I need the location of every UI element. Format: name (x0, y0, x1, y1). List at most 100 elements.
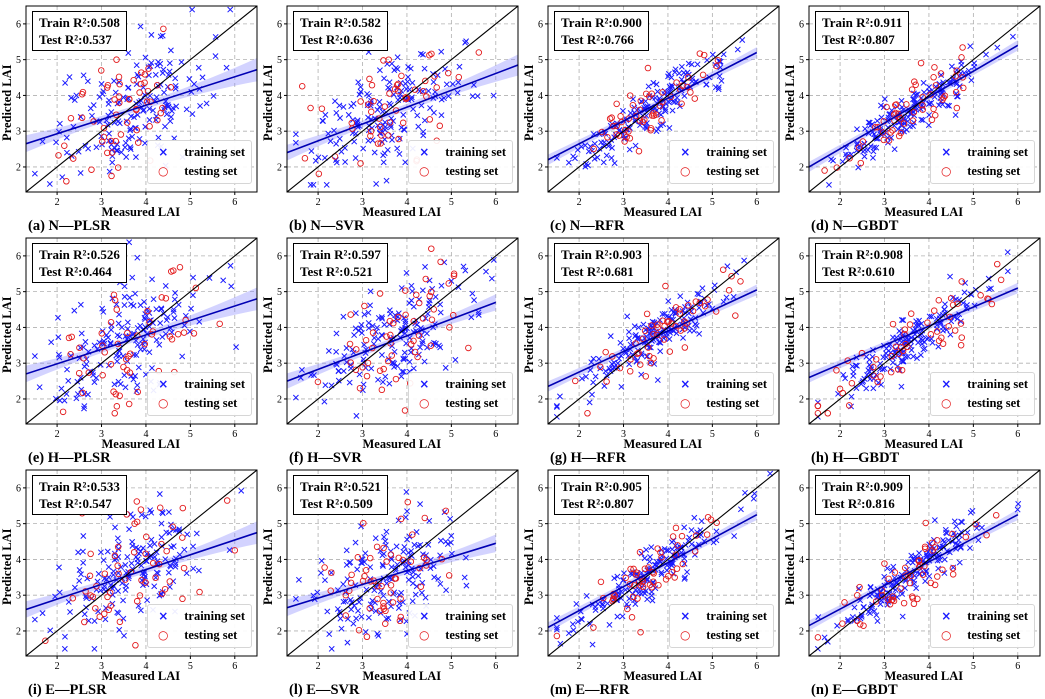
testing-point (650, 355, 657, 362)
training-point (716, 73, 723, 80)
training-point (878, 102, 884, 109)
testing-point (131, 520, 138, 527)
training-point (383, 615, 390, 622)
training-point (125, 50, 132, 56)
legend-item-training: × training set (674, 607, 767, 626)
plot-frame (547, 469, 780, 657)
training-point (674, 94, 681, 101)
testing-point (394, 313, 402, 321)
testing-point (669, 533, 677, 540)
training-point (137, 346, 144, 353)
x-tick-label: 3 (882, 429, 887, 440)
training-point (854, 126, 860, 133)
testing-point (87, 550, 94, 558)
training-point (321, 398, 328, 405)
training-point (845, 151, 852, 158)
training-x-icon: × (419, 377, 430, 391)
x-tick-label: 5 (188, 197, 193, 208)
training-point (376, 98, 383, 105)
y-tick-label: 4 (799, 555, 804, 566)
training-point (851, 604, 858, 611)
testing-point (662, 282, 669, 290)
training-point (408, 282, 415, 289)
training-point (402, 355, 409, 362)
testing-point (157, 109, 165, 117)
testing-point (637, 97, 645, 105)
y-tick-label: 2 (16, 394, 21, 405)
training-point (431, 109, 437, 116)
training-point (129, 274, 136, 281)
training-point (686, 534, 693, 541)
testing-point (105, 606, 112, 614)
training-point (233, 344, 240, 351)
training-point (127, 125, 134, 132)
training-point (134, 71, 141, 78)
training-point (957, 318, 964, 325)
testing-point (347, 579, 355, 587)
testing-point (411, 86, 419, 93)
testing-point (88, 166, 95, 173)
training-point (134, 254, 141, 261)
training-point (56, 589, 63, 596)
training-point (78, 571, 84, 578)
training-point (684, 569, 690, 576)
training-point (468, 314, 475, 321)
training-point (142, 140, 148, 147)
training-point (162, 282, 169, 289)
testing-point (553, 632, 561, 640)
testing-point (914, 595, 921, 603)
legend-label: testing set (967, 396, 1021, 410)
training-point (462, 267, 469, 274)
training-point (394, 363, 401, 370)
y-tick-label: 4 (277, 323, 282, 334)
training-point (490, 92, 497, 99)
training-point (383, 177, 390, 184)
training-point (672, 66, 679, 73)
training-point (883, 354, 890, 361)
regression-line (26, 531, 257, 611)
testing-point (598, 128, 606, 136)
testing-point (378, 132, 385, 139)
training-point (227, 262, 234, 269)
testing-point (59, 408, 67, 416)
legend-label: training set (184, 145, 245, 159)
testing-point (636, 548, 644, 556)
training-point (140, 336, 147, 342)
x-tick-label: 4 (404, 661, 409, 672)
training-point (166, 68, 173, 75)
training-point (648, 592, 655, 599)
x-tick-label: 6 (493, 661, 498, 672)
testing-point (410, 317, 418, 325)
training-point (668, 74, 675, 81)
training-point (340, 104, 347, 110)
training-point (210, 92, 217, 99)
testing-point (153, 82, 161, 89)
training-point (922, 568, 929, 575)
training-point (119, 580, 126, 587)
chart-panel: 2 3 4 5 6 2 3 4 5 6 Train R²:0.903 Test R²:0.681 × tr… (522, 232, 783, 466)
training-point (660, 335, 667, 342)
training-point (604, 600, 611, 607)
training-point (640, 321, 647, 328)
testing-point (833, 367, 840, 374)
test-r2: Test R²:0.537 (39, 32, 112, 47)
training-point (195, 567, 202, 574)
y-tick-label: 4 (16, 323, 21, 334)
testing-point (380, 599, 387, 607)
training-point (353, 615, 360, 622)
x-tick-label: 2 (838, 661, 843, 672)
y-tick-label: 2 (277, 626, 282, 637)
training-point (430, 563, 437, 570)
training-point (663, 547, 670, 554)
training-point (861, 153, 868, 160)
training-point (650, 79, 657, 86)
training-point (691, 327, 697, 334)
testing-point (386, 119, 394, 126)
y-tick-label: 2 (277, 394, 282, 405)
training-point (678, 76, 685, 83)
training-point (127, 127, 134, 134)
training-point (165, 71, 172, 78)
training-point (385, 615, 392, 622)
training-point (189, 111, 196, 118)
training-point (168, 108, 175, 114)
